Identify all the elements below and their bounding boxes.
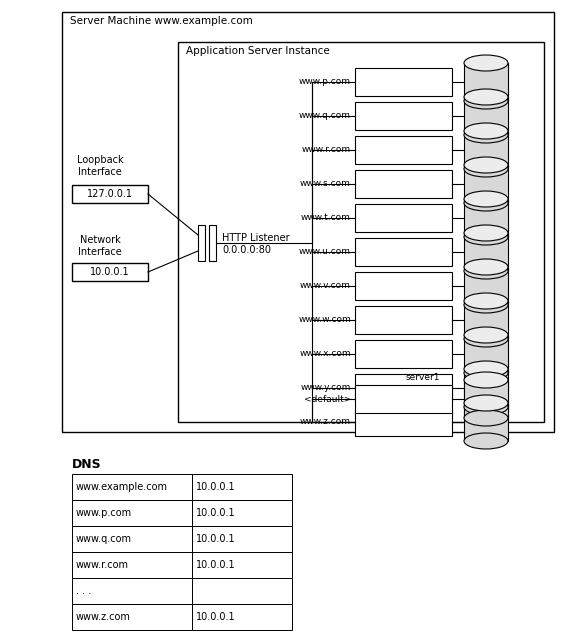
Bar xyxy=(192,578,292,604)
Ellipse shape xyxy=(464,433,508,449)
Bar xyxy=(178,42,544,422)
Ellipse shape xyxy=(464,365,508,381)
Bar xyxy=(72,526,192,552)
Bar xyxy=(355,204,452,232)
Ellipse shape xyxy=(464,127,508,143)
Bar xyxy=(355,272,452,300)
Ellipse shape xyxy=(464,361,508,377)
Text: server1: server1 xyxy=(406,373,440,382)
Bar xyxy=(355,68,452,96)
Ellipse shape xyxy=(464,229,508,245)
Text: Loopback
Interface: Loopback Interface xyxy=(77,155,123,176)
Bar xyxy=(72,263,148,281)
Ellipse shape xyxy=(464,55,508,71)
Text: DNS: DNS xyxy=(72,458,102,471)
Text: www.example.com: www.example.com xyxy=(76,482,168,492)
Bar xyxy=(464,301,508,339)
Text: . . .: . . . xyxy=(76,586,91,596)
Text: 10.0.0.1: 10.0.0.1 xyxy=(90,267,130,277)
Text: 10.0.0.1: 10.0.0.1 xyxy=(196,612,236,622)
Ellipse shape xyxy=(464,89,508,105)
Text: www.q.com: www.q.com xyxy=(76,534,132,544)
Bar xyxy=(62,12,554,432)
Ellipse shape xyxy=(464,410,508,426)
Bar xyxy=(355,238,452,266)
Text: 127.0.0.1: 127.0.0.1 xyxy=(87,189,133,199)
Ellipse shape xyxy=(464,395,508,411)
Text: HTTP Listener
0.0.0.0:80: HTTP Listener 0.0.0.0:80 xyxy=(222,233,290,255)
Ellipse shape xyxy=(464,327,508,343)
Text: www.p.com: www.p.com xyxy=(299,78,351,87)
Bar xyxy=(72,604,192,630)
Text: www.s.com: www.s.com xyxy=(300,179,351,188)
Ellipse shape xyxy=(464,157,508,173)
Bar xyxy=(72,185,148,203)
Bar xyxy=(72,552,192,578)
Bar xyxy=(355,385,452,413)
Ellipse shape xyxy=(464,331,508,347)
Text: www.v.com: www.v.com xyxy=(300,281,351,291)
Bar xyxy=(355,136,452,164)
Ellipse shape xyxy=(464,195,508,211)
Text: www.x.com: www.x.com xyxy=(299,349,351,358)
Bar xyxy=(355,170,452,198)
Text: 10.0.0.1: 10.0.0.1 xyxy=(196,508,236,518)
Text: www.z.com: www.z.com xyxy=(76,612,131,622)
Text: www.w.com: www.w.com xyxy=(298,315,351,324)
Text: www.t.com: www.t.com xyxy=(301,214,351,222)
Ellipse shape xyxy=(464,259,508,275)
Bar xyxy=(464,63,508,101)
Ellipse shape xyxy=(464,191,508,207)
Bar xyxy=(464,199,508,237)
Text: 10.0.0.1: 10.0.0.1 xyxy=(196,534,236,544)
Ellipse shape xyxy=(464,263,508,279)
Bar xyxy=(464,233,508,271)
Bar xyxy=(198,225,205,261)
Bar xyxy=(72,578,192,604)
Ellipse shape xyxy=(464,123,508,139)
Bar xyxy=(192,500,292,526)
Text: www.r.com: www.r.com xyxy=(76,560,129,570)
Bar xyxy=(464,97,508,135)
Bar xyxy=(192,526,292,552)
Ellipse shape xyxy=(464,93,508,109)
Ellipse shape xyxy=(464,161,508,177)
Bar xyxy=(464,335,508,373)
Text: www.u.com: www.u.com xyxy=(299,248,351,257)
Bar xyxy=(464,165,508,203)
Bar xyxy=(464,380,508,418)
Text: www.r.com: www.r.com xyxy=(302,145,351,154)
Ellipse shape xyxy=(464,297,508,313)
Ellipse shape xyxy=(464,225,508,241)
Ellipse shape xyxy=(464,372,508,388)
Text: Server Machine www.example.com: Server Machine www.example.com xyxy=(70,16,253,26)
Text: 10.0.0.1: 10.0.0.1 xyxy=(196,560,236,570)
Bar xyxy=(464,131,508,169)
Bar xyxy=(209,225,216,261)
Text: www.z.com: www.z.com xyxy=(300,418,351,427)
Text: Application Server Instance: Application Server Instance xyxy=(186,46,330,56)
Bar xyxy=(355,340,452,368)
Bar xyxy=(464,267,508,305)
Text: www.p.com: www.p.com xyxy=(76,508,132,518)
Ellipse shape xyxy=(464,293,508,309)
Text: 10.0.0.1: 10.0.0.1 xyxy=(196,482,236,492)
Bar xyxy=(192,552,292,578)
Bar xyxy=(72,500,192,526)
Bar xyxy=(464,403,508,441)
Bar xyxy=(72,474,192,500)
Text: Network
Interface: Network Interface xyxy=(78,235,122,257)
Bar xyxy=(355,374,452,402)
Bar xyxy=(464,369,508,407)
Bar xyxy=(355,408,452,436)
Bar xyxy=(192,474,292,500)
Ellipse shape xyxy=(464,399,508,415)
Bar xyxy=(355,306,452,334)
Text: www.q.com: www.q.com xyxy=(299,111,351,121)
Bar xyxy=(355,102,452,130)
Text: www.y.com: www.y.com xyxy=(300,384,351,392)
Bar xyxy=(192,604,292,630)
Text: <default>: <default> xyxy=(304,394,351,403)
